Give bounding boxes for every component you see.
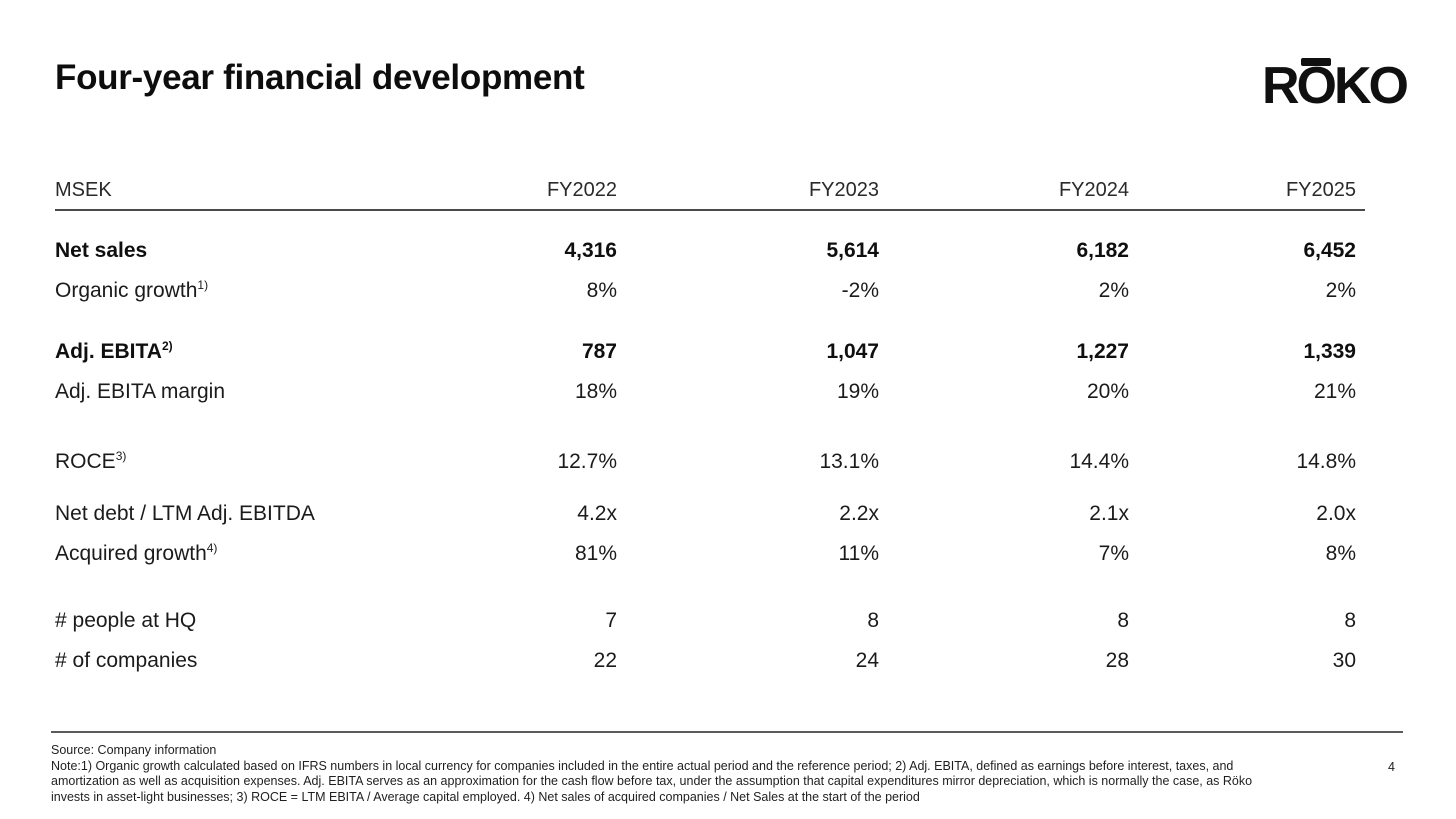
value-cell: 1,047: [826, 340, 879, 363]
value-cell: 12.7%: [557, 450, 617, 473]
value-cell: 2%: [1098, 279, 1129, 302]
value-cell: 20%: [1086, 380, 1129, 403]
table-row: # people at HQ 7 8 8 8: [55, 601, 1365, 641]
value-cell: 18%: [574, 380, 617, 403]
value-cell: 11%: [838, 542, 879, 565]
value-cell: 24: [855, 649, 879, 672]
value-cell: -2%: [841, 279, 879, 302]
value-cell: 8%: [586, 279, 617, 302]
value-cell: 787: [581, 340, 617, 363]
unit-label: MSEK: [55, 179, 112, 201]
footer: Source: Company information Note:1) Orga…: [51, 731, 1403, 805]
column-header: FY2023: [808, 179, 879, 201]
value-cell: 13.1%: [819, 450, 879, 473]
footnote-marker: 2): [161, 339, 173, 353]
footnote-marker: 1): [197, 278, 209, 292]
table-group: Net debt / LTM Adj. EBITDA 4.2x 2.2x 2.1x 2.…: [55, 494, 1365, 574]
footnote-line: Note:1) Organic growth calculated based …: [51, 758, 1234, 773]
value-cell: 6,452: [1303, 239, 1356, 262]
table-group: # people at HQ 7 8 8 8 # of companies 22 24 28 30: [55, 601, 1365, 681]
column-header: FY2025: [1285, 179, 1356, 201]
footnote-line: invests in asset-light businesses; 3) RO…: [51, 789, 920, 804]
row-label: Net sales: [55, 239, 148, 262]
table-row: Adj. EBITA2) 787 1,047 1,227 1,339: [55, 332, 1365, 372]
value-cell: 2.0x: [1316, 502, 1356, 525]
value-cell: 22: [593, 649, 617, 672]
value-cell: 28: [1105, 649, 1129, 672]
value-cell: 14.8%: [1296, 450, 1356, 473]
logo-letter: K: [1333, 57, 1372, 115]
row-label: Acquired growth4): [55, 541, 218, 565]
column-header: FY2024: [1058, 179, 1129, 201]
value-cell: 2%: [1325, 279, 1356, 302]
value-cell: 21%: [1313, 380, 1356, 403]
value-cell: 1,339: [1303, 340, 1356, 363]
page-title: Four-year financial development: [55, 58, 585, 97]
value-cell: 14.4%: [1069, 450, 1129, 473]
table-group: ROCE3) 12.7% 13.1% 14.4% 14.8%: [55, 442, 1365, 482]
value-cell: 2.1x: [1089, 502, 1129, 525]
value-cell: 2.2x: [839, 502, 879, 525]
row-label: # of companies: [55, 649, 198, 672]
value-cell: 8%: [1325, 542, 1356, 565]
table-row: ROCE3) 12.7% 13.1% 14.4% 14.8%: [55, 442, 1365, 482]
value-cell: 7: [605, 609, 617, 632]
column-header: FY2022: [546, 179, 617, 201]
footnote-line: amortization as well as acquisition expe…: [51, 774, 1253, 789]
financial-table: MSEK FY2022 FY2023 FY2024 FY2025 Net sales 4,…: [55, 168, 1365, 681]
value-cell: 81%: [574, 542, 617, 565]
page-number: 4: [1388, 760, 1395, 774]
table-row: # of companies 22 24 28 30: [55, 641, 1365, 681]
value-cell: 8: [867, 609, 879, 632]
table-row: Adj. EBITA margin 18% 19% 20% 21%: [55, 372, 1365, 412]
table-group: Net sales 4,316 5,614 6,182 6,452 Organic gro…: [55, 231, 1365, 311]
row-label: Adj. EBITA margin: [55, 380, 226, 403]
value-cell: 4,316: [564, 239, 617, 262]
table-header-row: MSEK FY2022 FY2023 FY2024 FY2025: [55, 168, 1365, 211]
footnote-marker: 3): [115, 449, 127, 463]
row-label: Adj. EBITA2): [55, 339, 173, 363]
table-row: Net debt / LTM Adj. EBITDA 4.2x 2.2x 2.1x 2.…: [55, 494, 1365, 534]
logo-letter-o-macron: O: [1296, 57, 1337, 115]
value-cell: 8: [1117, 609, 1129, 632]
table-group: Adj. EBITA2) 787 1,047 1,227 1,339 Adj. EBITA…: [55, 332, 1365, 412]
footnote-marker: 4): [206, 541, 218, 555]
table-row: Organic growth1) 8% -2% 2% 2%: [55, 271, 1365, 311]
table-row: Acquired growth4) 81% 11% 7% 8%: [55, 534, 1365, 574]
value-cell: 4.2x: [577, 502, 617, 525]
value-cell: 1,227: [1076, 340, 1129, 363]
value-cell: 30: [1332, 649, 1356, 672]
row-label: Organic growth1): [55, 278, 209, 302]
macron-bar-icon: [1300, 58, 1331, 66]
roko-logo: R O K O: [1261, 57, 1409, 115]
value-cell: 8: [1344, 609, 1356, 632]
value-cell: 5,614: [826, 239, 879, 262]
value-cell: 6,182: [1076, 239, 1129, 262]
table-row: Net sales 4,316 5,614 6,182 6,452: [55, 231, 1365, 271]
row-label: # people at HQ: [55, 609, 197, 632]
source-note: Source: Company information: [51, 743, 217, 757]
value-cell: 7%: [1098, 542, 1129, 565]
table-body: Net sales 4,316 5,614 6,182 6,452 Organic gro…: [55, 231, 1365, 681]
footnotes: Note:1) Organic growth calculated based …: [51, 759, 1403, 806]
row-label: Net debt / LTM Adj. EBITDA: [55, 502, 315, 525]
value-cell: 19%: [836, 380, 879, 403]
logo-letter: R: [1261, 57, 1300, 115]
row-label: ROCE3): [55, 449, 127, 473]
logo-letter: O: [1368, 57, 1409, 115]
